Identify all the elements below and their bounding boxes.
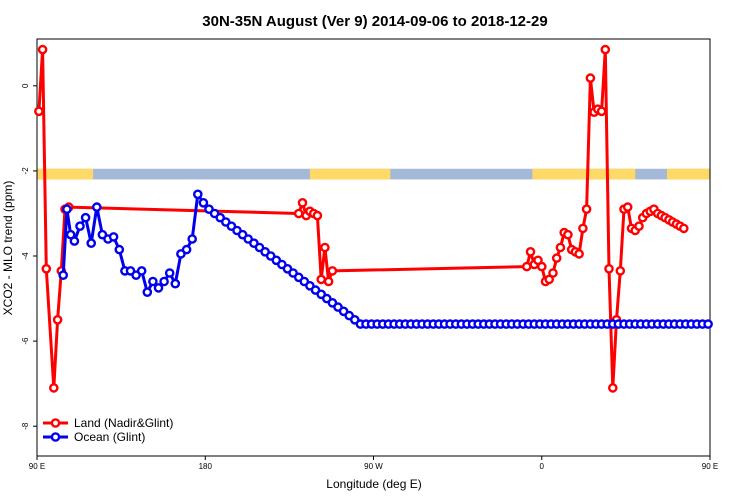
- chart-title: 30N-35N August (Ver 9) 2014-09-06 to 201…: [202, 13, 547, 30]
- data-point-land: [581, 204, 592, 214]
- data-point-ocean: [80, 212, 91, 223]
- legend-marker-land: [50, 418, 61, 428]
- data-point-ocean: [703, 319, 713, 329]
- data-point-land: [578, 223, 588, 234]
- y-tick-label: -4: [21, 252, 30, 260]
- land-ocean-strip: [37, 168, 710, 180]
- data-point-land: [634, 221, 644, 231]
- data-point-land: [34, 106, 44, 117]
- data-point-land: [563, 229, 573, 240]
- series-ocean: [58, 189, 713, 329]
- data-point-ocean: [164, 268, 175, 278]
- data-point-land: [679, 223, 689, 234]
- data-point-ocean: [153, 283, 164, 293]
- data-point-land: [49, 383, 59, 393]
- data-point-ocean: [58, 270, 69, 281]
- data-point-land: [327, 266, 338, 276]
- data-point-land: [41, 263, 52, 274]
- data-point-land: [608, 383, 618, 393]
- data-point-land: [316, 274, 327, 285]
- data-point-ocean: [114, 244, 125, 255]
- data-point-ocean: [69, 236, 80, 246]
- data-point-land: [600, 44, 611, 55]
- data-point-ocean: [198, 197, 209, 208]
- data-point-ocean: [136, 266, 147, 276]
- x-tick-label: 90 E: [702, 462, 718, 471]
- y-tick-label: -2: [21, 167, 30, 175]
- x-axis-label: Longitude (deg E): [326, 477, 421, 491]
- data-point-ocean: [75, 221, 85, 231]
- data-point-land: [555, 242, 566, 253]
- data-point-land: [622, 202, 633, 212]
- data-point-land: [297, 197, 308, 208]
- data-point-land: [37, 44, 48, 55]
- legend-label-ocean: Ocean (Glint): [74, 430, 145, 444]
- data-point-ocean: [92, 202, 102, 212]
- data-point-ocean: [170, 278, 181, 289]
- land-band: [532, 168, 636, 180]
- legend: Land (Nadir&Glint)Ocean (Glint): [43, 416, 173, 444]
- x-axis: 90 E 180 90 W 0 90 E: [29, 456, 718, 471]
- x-tick-label: 0: [540, 462, 545, 471]
- data-point-land: [585, 73, 596, 83]
- data-point-land: [604, 263, 614, 274]
- legend-label-land: Land (Nadir&Glint): [74, 416, 173, 430]
- data-point-land: [522, 261, 532, 272]
- land-band: [309, 168, 391, 180]
- data-point-ocean: [148, 276, 158, 287]
- data-point-land: [537, 261, 547, 272]
- data-point-land: [596, 106, 607, 117]
- y-axis-label: XCO2 - MLO trend (ppm): [1, 181, 15, 316]
- data-point-land: [323, 276, 334, 287]
- x-tick-label: 90 E: [29, 462, 45, 471]
- data-point-ocean: [181, 244, 192, 255]
- data-point-ocean: [108, 232, 119, 242]
- series-layer: [34, 44, 713, 393]
- y-tick-label: -6: [21, 337, 30, 345]
- series-line-land: [37, 48, 685, 390]
- data-point-land: [320, 242, 330, 253]
- data-point-ocean: [86, 238, 96, 248]
- data-point-land: [525, 246, 536, 257]
- y-axis: 0 -2 -4 -6 -8: [21, 83, 37, 430]
- series-land: [34, 44, 689, 393]
- data-point-land: [574, 249, 584, 259]
- x-tick-label: 90 W: [364, 462, 383, 471]
- land-band: [667, 168, 710, 180]
- y-tick-label: -8: [21, 422, 30, 430]
- data-point-ocean: [142, 287, 153, 298]
- x-tick-label: 180: [199, 462, 213, 471]
- y-tick-label: 0: [21, 83, 30, 88]
- legend-marker-ocean: [50, 432, 61, 442]
- data-point-land: [551, 253, 562, 263]
- data-point-ocean: [192, 189, 203, 200]
- land-band: [37, 168, 94, 180]
- data-point-ocean: [159, 276, 169, 287]
- data-point-land: [312, 210, 323, 221]
- data-point-ocean: [187, 234, 197, 244]
- data-point-land: [293, 208, 304, 219]
- data-point-land: [615, 266, 626, 276]
- data-point-land: [548, 268, 558, 278]
- data-point-land: [52, 314, 63, 325]
- data-point-ocean: [62, 204, 72, 214]
